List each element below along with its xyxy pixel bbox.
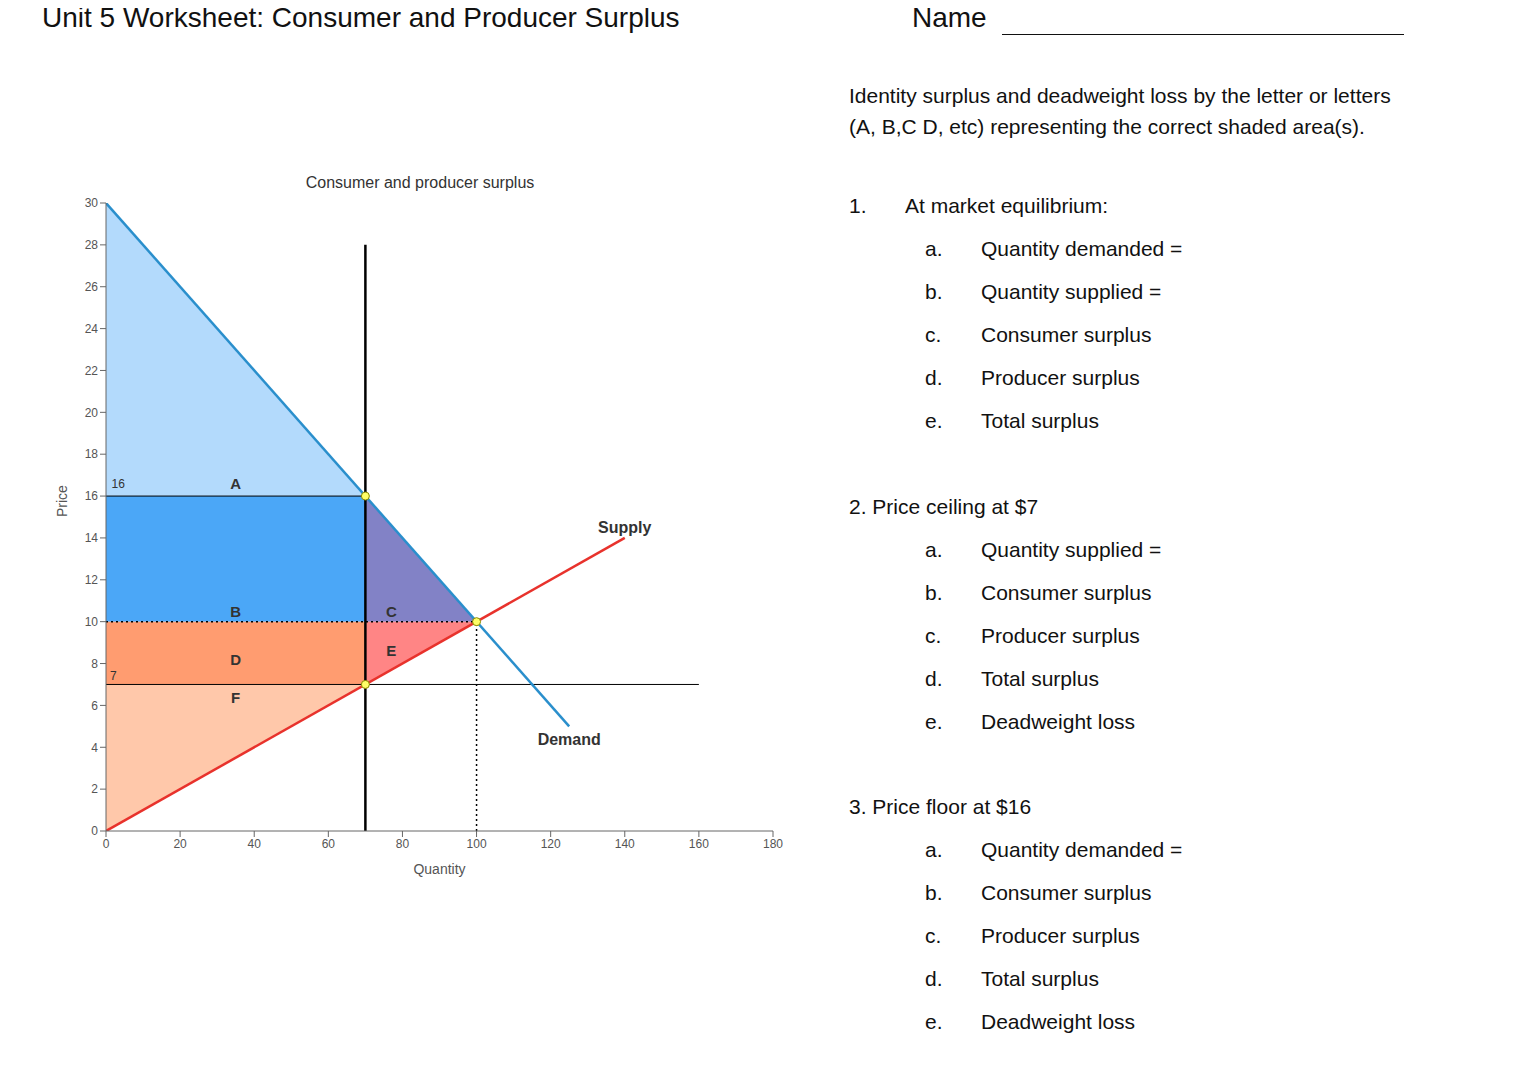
svg-text:4: 4 — [91, 741, 98, 755]
html-text:Producer surplus: Producer surplus — [981, 924, 1140, 947]
svg-text:24: 24 — [85, 322, 99, 336]
svg-text:10: 10 — [85, 615, 99, 629]
html-text:Consumer surplus: Consumer surplus — [981, 881, 1152, 904]
svg-text:30: 30 — [85, 196, 99, 210]
html-text:Name: Name — [912, 2, 987, 33]
svg-text:40: 40 — [248, 837, 262, 851]
html-text:e.: e. — [925, 1010, 943, 1033]
svg-text:Price: Price — [54, 485, 70, 517]
svg-text:E: E — [386, 642, 396, 659]
svg-text:0: 0 — [91, 824, 98, 838]
svg-text:8: 8 — [91, 657, 98, 671]
svg-text:7: 7 — [110, 669, 117, 683]
html-text:d.: d. — [925, 967, 943, 990]
svg-text:14: 14 — [85, 531, 99, 545]
html-text:Unit 5 Worksheet: Consumer and: Unit 5 Worksheet: Consumer and Producer … — [42, 2, 680, 33]
html-text:c.: c. — [925, 924, 942, 947]
svg-text:16: 16 — [112, 477, 126, 491]
html-text:e.: e. — [925, 409, 943, 432]
html-text:Identity surplus and deadweigh: Identity surplus and deadweight loss by … — [849, 84, 1391, 138]
html-text:c.: c. — [925, 624, 942, 647]
html-text:b.: b. — [925, 881, 943, 904]
svg-text:26: 26 — [85, 280, 99, 294]
html-text:d.: d. — [925, 366, 943, 389]
svg-text:F: F — [231, 689, 240, 706]
html-text:Deadweight loss: Deadweight loss — [981, 1010, 1136, 1033]
html-text:Consumer surplus: Consumer surplus — [981, 581, 1152, 604]
svg-text:20: 20 — [85, 406, 99, 420]
html-text:1.: 1. — [849, 194, 867, 217]
html-text:b.: b. — [925, 581, 943, 604]
svg-text:20: 20 — [173, 837, 187, 851]
svg-text:22: 22 — [85, 364, 99, 378]
svg-text:18: 18 — [85, 447, 99, 461]
html-text:3. Price floor at $16: 3. Price floor at $16 — [849, 795, 1032, 818]
svg-text:28: 28 — [85, 238, 99, 252]
html-text:Deadweight loss: Deadweight loss — [981, 710, 1136, 733]
html-text:Quantity supplied =: Quantity supplied = — [981, 280, 1162, 303]
html-text:b.: b. — [925, 280, 943, 303]
html-text:Total surplus: Total surplus — [981, 967, 1099, 990]
html-text:d.: d. — [925, 667, 943, 690]
svg-text:D: D — [230, 651, 241, 668]
html-text:a.: a. — [925, 237, 943, 260]
html-text:Consumer surplus: Consumer surplus — [981, 323, 1152, 346]
svg-text:140: 140 — [615, 837, 635, 851]
svg-text:0: 0 — [103, 837, 110, 851]
html-text:Total surplus: Total surplus — [981, 667, 1099, 690]
svg-text:100: 100 — [467, 837, 487, 851]
svg-text:Demand: Demand — [538, 731, 601, 748]
html-text:Quantity demanded =: Quantity demanded = — [981, 237, 1183, 260]
svg-text:C: C — [386, 603, 397, 620]
html-text:Producer surplus: Producer surplus — [981, 366, 1140, 389]
html-text:Quantity supplied =: Quantity supplied = — [981, 538, 1162, 561]
svg-text:180: 180 — [763, 837, 783, 851]
svg-text:80: 80 — [396, 837, 410, 851]
html-text:At market equilibrium:: At market equilibrium: — [905, 194, 1109, 217]
svg-text:B: B — [230, 603, 241, 620]
svg-text:12: 12 — [85, 573, 99, 587]
svg-text:16: 16 — [85, 489, 99, 503]
svg-text:A: A — [230, 475, 241, 492]
svg-text:6: 6 — [91, 699, 98, 713]
html-text:Quantity demanded =: Quantity demanded = — [981, 838, 1183, 861]
svg-text:120: 120 — [541, 837, 561, 851]
html-text:a.: a. — [925, 838, 943, 861]
html-text:Total surplus: Total surplus — [981, 409, 1099, 432]
html-text:c.: c. — [925, 323, 942, 346]
svg-text:160: 160 — [689, 837, 709, 851]
svg-text:Supply: Supply — [598, 519, 651, 536]
svg-text:Quantity: Quantity — [413, 861, 465, 877]
svg-text:2: 2 — [91, 782, 98, 796]
html-text:Consumer and producer surplus: Consumer and producer surplus — [305, 174, 535, 191]
html-text:2. Price ceiling at $7: 2. Price ceiling at $7 — [849, 495, 1039, 518]
html-text:Producer surplus: Producer surplus — [981, 624, 1140, 647]
html-text:e.: e. — [925, 710, 943, 733]
svg-text:60: 60 — [322, 837, 336, 851]
html-text:a.: a. — [925, 538, 943, 561]
